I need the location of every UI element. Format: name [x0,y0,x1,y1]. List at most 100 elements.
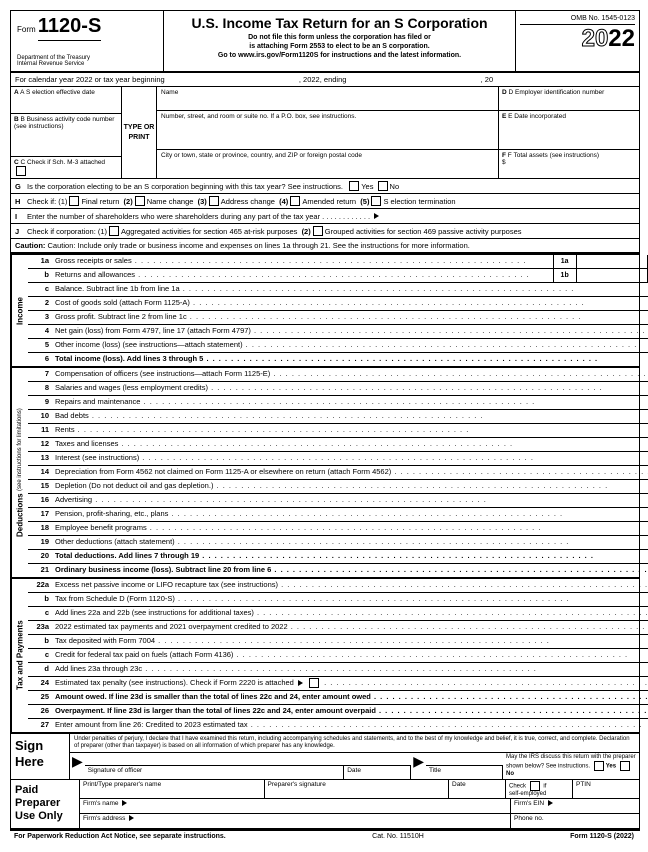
signature-row: ▶ Signature of officer Date ▶ Title May … [70,752,639,778]
line-22a: 22aExcess net passive income or LIFO rec… [28,579,648,593]
tax-year: 2022 [520,25,635,53]
firm-name[interactable]: Firm's name [80,799,511,813]
arrow-icon [548,800,553,806]
line-21: 21Ordinary business income (loss). Subtr… [28,564,648,577]
tax-section: Tax and Payments 22aExcess net passive i… [11,577,639,732]
line-9: 9Repairs and maintenance9 [28,396,648,410]
officer-signature[interactable]: Signature of officer [85,765,344,778]
footer-left: For Paperwork Reduction Act Notice, see … [14,833,226,840]
name-block: Name Number, street, and room or suite n… [157,87,498,178]
line-14: 14Depreciation from Form 4562 not claime… [28,466,648,480]
subtitle1: Do not file this form unless the corpora… [168,33,511,42]
deductions-label: Deductions (see instructions for limitat… [11,368,28,577]
type-print-label: TYPE OR PRINT [122,87,157,178]
paid-preparer-label: Paid Preparer Use Only [11,780,79,828]
line-16: 16Advertising16 [28,494,648,508]
deductions-section: Deductions (see instructions for limitat… [11,366,639,577]
line-5: 5Other income (loss) (see instructions—a… [28,339,648,353]
cell-f[interactable]: F F Total assets (see instructions)$ [499,150,639,168]
line-18: 18Employee benefit programs18 [28,522,648,536]
perjury-text: Under penalties of perjury, I declare th… [70,734,639,752]
val-1a[interactable] [577,255,648,268]
discuss-yes-checkbox[interactable] [594,761,604,771]
line-27: 27Enter amount from line 26: Credited to… [28,719,648,732]
self-employed-checkbox[interactable] [530,781,540,791]
line-24: 24Estimated tax penalty (see instruction… [28,677,648,691]
address-row[interactable]: Number, street, and room or suite no. If… [157,111,498,150]
line-3: 3Gross profit. Subtract line 2 from line… [28,311,648,325]
preparer-date[interactable]: Date [449,780,506,798]
j2-checkbox[interactable] [313,226,323,236]
preparer-name[interactable]: Print/Type preparer's name [80,780,265,798]
line-10: 10Bad debts10 [28,410,648,424]
arrow-icon [122,800,127,806]
line-c: cAdd lines 22a and 22b (see instructions… [28,607,648,621]
line-26: 26Overpayment. If line 23d is larger tha… [28,705,648,719]
ptin[interactable]: PTIN [573,780,639,798]
line-b: bTax from Schedule D (Form 1120-S)22b [28,593,648,607]
tax-rows: 22aExcess net passive income or LIFO rec… [28,579,648,732]
line-12: 12Taxes and licenses12 [28,438,648,452]
line-6: 6Total income (loss). Add lines 3 throug… [28,353,648,366]
val-1b[interactable] [577,269,648,282]
subtitle3: Go to www.irs.gov/Form1120S for instruct… [168,51,511,60]
line-i: IEnter the number of shareholders who we… [11,209,639,224]
income-label: Income [11,255,28,366]
line-13: 13Interest (see instructions)13 [28,452,648,466]
line-h: HCheck if: (1)Final return (2)Name chang… [11,194,639,209]
sign-date[interactable]: Date [344,765,411,778]
line-19: 19Other deductions (attach statement)19 [28,536,648,550]
line-c: cBalance. Subtract line 1b from line 1a1… [28,283,648,297]
header-right: OMB No. 1545-0123 2022 [515,11,639,71]
header: Form 1120-S Department of the Treasury I… [11,11,639,73]
line-1a: 1aGross receipts or sales1a [28,255,648,269]
m3-checkbox[interactable] [16,166,26,176]
income-rows: 1aGross receipts or sales1abReturns and … [28,255,648,366]
top-info: A A S election effective date B B Busine… [11,87,639,179]
j1-checkbox[interactable] [109,226,119,236]
h3-checkbox[interactable] [209,196,219,206]
line-g: GIs the corporation electing to be an S … [11,179,639,194]
name-row[interactable]: Name [157,87,498,111]
cell-a: A A S election effective date [11,87,121,114]
calendar-year-line: For calendar year 2022 or tax year begin… [11,73,639,87]
firm-address[interactable]: Firm's address [80,814,511,828]
paid-row-1: Print/Type preparer's name Preparer's si… [80,780,639,799]
sign-here-label: Sign Here [11,734,69,779]
footer-center: Cat. No. 11510H [372,833,424,840]
cell-b: B B Business activity code number (see i… [11,114,121,157]
omb-number: OMB No. 1545-0123 [520,15,635,25]
h1-checkbox[interactable] [69,196,79,206]
paid-row-3: Firm's address Phone no. [80,814,639,828]
preparer-signature[interactable]: Preparer's signature [265,780,450,798]
self-employed-box: Check ifself-employed [506,780,573,798]
form-1120s: Form 1120-S Department of the Treasury I… [10,10,640,831]
line-b: bTax deposited with Form 700423b [28,635,648,649]
cell-e[interactable]: E E Date incorporated [499,111,639,150]
line-c: cCredit for federal tax paid on fuels (a… [28,649,648,663]
line-7: 7Compensation of officers (see instructi… [28,368,648,382]
subtitle2: is attaching Form 2553 to elect to be an… [168,42,511,51]
h4-checkbox[interactable] [290,196,300,206]
line-15: 15Depletion (Do not deduct oil and gas d… [28,480,648,494]
line-b: bReturns and allowances1b [28,269,648,283]
paid-row-2: Firm's name Firm's EIN [80,799,639,814]
sign-title[interactable]: Title [426,765,503,778]
g-yes-checkbox[interactable] [349,181,359,191]
discuss-no-checkbox[interactable] [620,761,630,771]
h5-checkbox[interactable] [371,196,381,206]
firm-ein[interactable]: Firm's EIN [511,799,639,813]
income-section: Income 1aGross receipts or sales1abRetur… [11,253,639,366]
h2-checkbox[interactable] [135,196,145,206]
header-center: U.S. Income Tax Return for an S Corporat… [164,11,515,71]
cb-24[interactable] [309,678,319,688]
city-row[interactable]: City or town, state or province, country… [157,150,498,173]
title: U.S. Income Tax Return for an S Corporat… [168,15,511,31]
line-4: 4Net gain (loss) from Form 4797, line 17… [28,325,648,339]
line-8: 8Salaries and wages (less employment cre… [28,382,648,396]
g-no-checkbox[interactable] [378,181,388,191]
cell-d[interactable]: D D Employer identification number [499,87,639,111]
footer-right: Form 1120-S (2022) [570,833,634,840]
form-number: 1120-S [38,15,101,41]
firm-phone[interactable]: Phone no. [511,814,639,828]
